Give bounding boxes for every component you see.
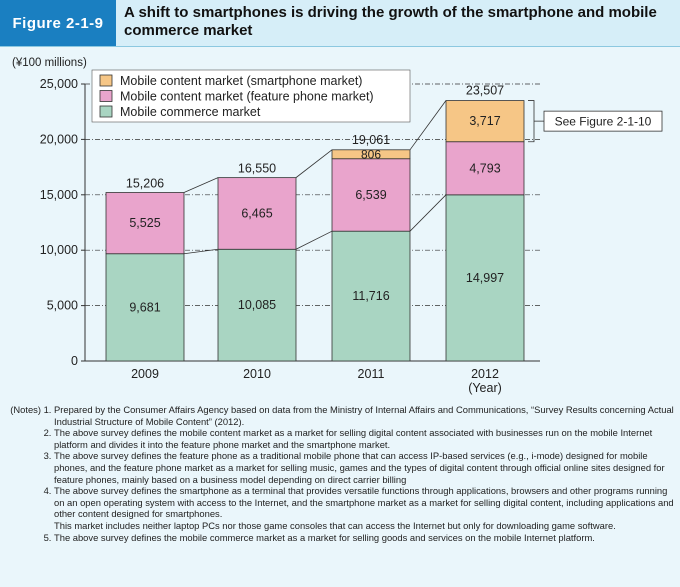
x-tick-label: 2010 <box>243 367 271 381</box>
note-number: 3. <box>43 450 54 462</box>
x-axis-label: (Year) <box>468 381 502 395</box>
y-tick-label: 15,000 <box>40 188 78 202</box>
bar-segment <box>445 141 525 196</box>
connector-line <box>409 194 447 232</box>
data-label: 9,681 <box>129 300 160 314</box>
x-tick-label: 2011 <box>358 367 385 381</box>
x-tick-label: 2012 <box>471 367 499 381</box>
y-tick-label: 25,000 <box>40 77 78 91</box>
y-tick-label: 0 <box>71 354 78 368</box>
connector-line <box>295 230 333 250</box>
bar-segment <box>331 158 411 232</box>
bar-segment <box>331 149 411 160</box>
figure-header: Figure 2-1-9 A shift to smartphones is d… <box>0 0 680 47</box>
bar-segment <box>445 194 525 362</box>
legend-entry: Mobile commerce market <box>120 105 261 119</box>
x-tick-label: 2009 <box>131 367 159 381</box>
note-item: 5. The above survey defines the mobile c… <box>6 532 674 544</box>
note-number: 5. <box>43 531 54 543</box>
note-text: The above survey defines the mobile cont… <box>54 427 653 450</box>
total-label: 23,507 <box>466 84 504 98</box>
data-label: 806 <box>361 147 381 161</box>
note-item: 3. The above survey defines the feature … <box>6 450 674 485</box>
note-number: (Notes) 1. <box>10 404 54 415</box>
legend-entry: Mobile content market (feature phone mar… <box>120 90 374 104</box>
bar-segment <box>217 248 297 362</box>
data-label: 5,525 <box>129 216 160 230</box>
total-label: 19,061 <box>352 133 390 147</box>
legend-swatch <box>99 90 113 102</box>
note-extra-text: This market includes neither laptop PCs … <box>54 519 616 531</box>
total-label: 15,206 <box>126 177 164 191</box>
note-item: 4. The above survey defines the smartpho… <box>6 485 674 531</box>
connector-line <box>409 100 447 151</box>
note-item: (Notes) 1. Prepared by the Consumer Affa… <box>6 404 674 427</box>
data-label: 10,085 <box>238 298 276 312</box>
connector-line <box>183 177 219 193</box>
total-label: 16,550 <box>238 162 276 176</box>
legend-swatch <box>99 74 113 87</box>
connector-line <box>183 248 219 255</box>
legend-swatch <box>99 105 113 118</box>
data-label: 6,465 <box>241 206 272 220</box>
bar-segment <box>217 177 297 250</box>
stacked-bar-chart: (¥100 millions) 0 5,000 10,000 15,000 20,000 2… <box>12 57 663 395</box>
data-label: 14,997 <box>466 271 504 285</box>
y-tick-label: 20,000 <box>40 132 78 146</box>
bar-segment <box>445 100 525 143</box>
y-tick-label: 10,000 <box>40 243 78 257</box>
legend: Mobile content market (smartphone market… <box>91 69 411 123</box>
data-label: 4,793 <box>469 161 500 175</box>
figure-label: Figure 2-1-9 <box>0 0 116 46</box>
bar-segment <box>105 192 185 255</box>
annotation-text: See Figure 2-1-10 <box>555 115 652 129</box>
note-number: 4. <box>43 485 54 497</box>
figure-title: A shift to smartphones is driving the gr… <box>124 4 657 39</box>
note-text: The above survey defines the smartphone … <box>54 485 674 531</box>
data-label: 6,539 <box>355 188 386 202</box>
notes-section: (Notes) 1. Prepared by the Consumer Affa… <box>6 404 674 543</box>
data-label: 3,717 <box>469 114 500 128</box>
connector-line <box>295 149 333 178</box>
legend-entry: Mobile content market (smartphone market… <box>120 74 362 88</box>
note-text: The above survey defines the feature pho… <box>54 450 665 485</box>
legend-box <box>91 69 411 123</box>
note-text: Prepared by the Consumer Affairs Agency … <box>54 404 674 427</box>
annotation-bracket <box>528 100 535 143</box>
bar-segment <box>331 230 411 362</box>
data-label: 11,716 <box>352 289 389 303</box>
y-tick-label: 5,000 <box>47 299 78 313</box>
note-number: 2. <box>43 427 54 439</box>
y-unit-label: (¥100 millions) <box>12 57 87 69</box>
note-text: The above survey defines the mobile comm… <box>54 531 595 543</box>
annotation-box <box>543 110 663 132</box>
note-item: 2. The above survey defines the mobile c… <box>6 427 674 450</box>
